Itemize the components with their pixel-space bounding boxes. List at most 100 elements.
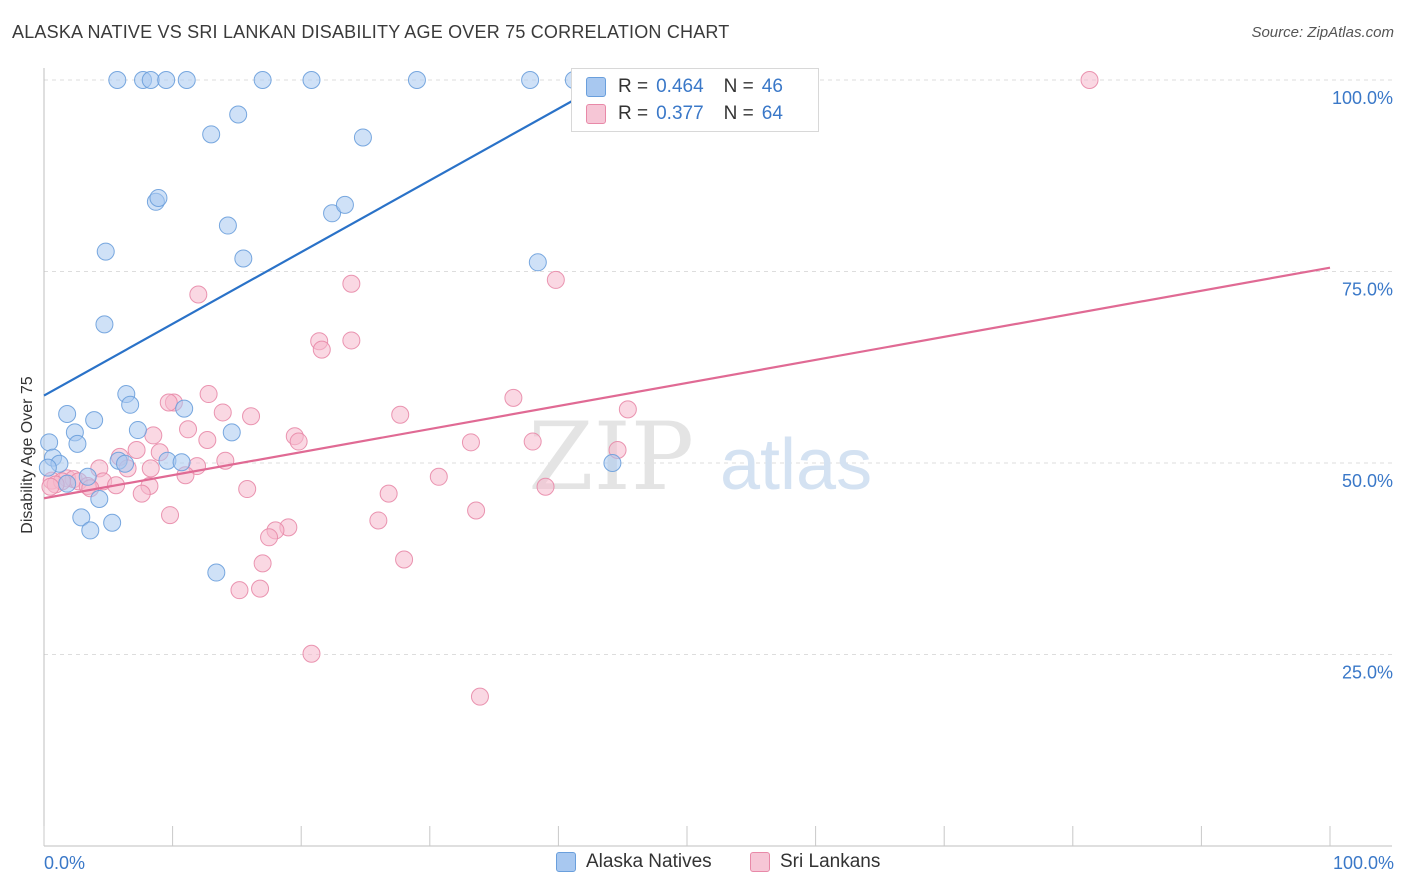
data-point	[128, 421, 147, 440]
data-point	[121, 395, 140, 414]
bottom-legend-swatch-blue	[556, 852, 576, 872]
data-point	[189, 285, 208, 304]
legend-r-label: R =	[618, 103, 649, 124]
legend-r-value: 0.464	[656, 76, 704, 97]
y-tick-labels: 25.0% 50.0% 75.0% 100.0%	[1332, 88, 1393, 683]
data-point	[521, 71, 540, 89]
legend-n-value: 46	[761, 76, 783, 97]
data-point	[161, 506, 180, 525]
legend-swatch-blue	[586, 77, 606, 97]
x-tick-marks	[43, 826, 1331, 846]
data-point	[222, 423, 241, 442]
data-point	[289, 432, 308, 451]
data-point	[157, 71, 176, 89]
sri-lankans-points	[41, 71, 1099, 706]
bottom-legend-swatch-pink	[750, 852, 770, 872]
y-tick-label-100: 100.0%	[1332, 88, 1393, 108]
data-point	[467, 501, 486, 520]
data-point	[179, 420, 198, 439]
data-point	[238, 480, 257, 499]
data-point	[603, 454, 622, 472]
x-tick-label-max: 100.0%	[1332, 853, 1394, 873]
data-point	[72, 508, 91, 527]
y-tick-label-25: 25.0%	[1342, 663, 1393, 683]
legend-n-label: N =	[723, 76, 754, 97]
data-point	[177, 71, 196, 89]
data-point	[302, 71, 321, 89]
data-point	[127, 440, 146, 459]
data-point	[58, 404, 77, 423]
data-point	[253, 554, 272, 573]
data-point	[429, 467, 448, 486]
data-point	[369, 511, 388, 530]
data-point	[335, 195, 354, 214]
legend-r-value: 0.377	[656, 103, 704, 124]
data-point	[391, 405, 410, 424]
bottom-legend-sri-lankans: Sri Lankans	[750, 851, 880, 873]
data-point	[96, 242, 115, 261]
data-point	[199, 385, 218, 404]
data-point	[81, 521, 100, 540]
data-point	[116, 454, 135, 473]
legend-n-value: 64	[761, 103, 783, 124]
data-point	[213, 403, 232, 422]
data-point	[132, 484, 151, 503]
data-point	[253, 71, 272, 89]
data-point	[207, 563, 226, 582]
y-tick-label-50: 50.0%	[1342, 471, 1393, 491]
data-point	[504, 388, 523, 407]
data-point	[242, 407, 261, 426]
data-point	[95, 315, 114, 334]
axes	[43, 68, 1392, 847]
data-point	[41, 477, 60, 496]
gridlines	[44, 79, 1392, 655]
data-point	[141, 459, 160, 478]
bottom-legend-label: Sri Lankans	[780, 851, 881, 872]
data-point	[395, 550, 414, 569]
data-point	[229, 105, 248, 124]
data-point	[58, 474, 77, 493]
correlation-legend: R = 0.464 N = 46 R = 0.377 N = 64	[571, 68, 819, 132]
data-point	[546, 270, 565, 289]
data-point	[528, 253, 547, 272]
data-point	[218, 216, 237, 235]
data-point	[536, 477, 555, 496]
data-point	[234, 249, 253, 268]
legend-r-label: R =	[618, 76, 649, 97]
data-point	[323, 204, 342, 223]
data-point	[68, 434, 87, 453]
data-point	[198, 431, 217, 450]
data-point	[342, 331, 361, 350]
legend-swatch-pink	[586, 104, 606, 124]
data-point	[618, 400, 637, 419]
bottom-legend-label: Alaska Natives	[586, 851, 712, 872]
data-point	[85, 411, 104, 430]
bottom-legend-alaska-natives: Alaska Natives	[556, 851, 712, 873]
data-point	[523, 432, 542, 451]
x-tick-label-min: 0.0%	[44, 853, 86, 873]
data-point	[141, 71, 160, 89]
data-point	[260, 528, 279, 547]
data-point	[461, 433, 480, 452]
watermark-atlas: atlas	[720, 425, 872, 505]
data-point	[379, 484, 398, 503]
legend-row-sri-lankans: R = 0.377 N = 64	[586, 102, 787, 126]
data-point	[78, 467, 97, 486]
data-point	[470, 687, 489, 706]
trend-line-sri-lankans	[43, 266, 1331, 500]
source-label: Source: ZipAtlas.com	[1251, 24, 1394, 41]
data-point	[108, 71, 127, 89]
data-point	[159, 393, 178, 412]
data-point	[202, 125, 221, 144]
trend-lines	[43, 79, 1331, 500]
data-point	[103, 513, 122, 532]
data-point	[230, 581, 249, 600]
data-point	[312, 340, 331, 359]
data-point	[144, 426, 163, 445]
data-point	[38, 458, 57, 477]
data-point	[175, 399, 194, 418]
legend-n-label: N =	[723, 103, 754, 124]
data-point	[172, 453, 191, 472]
y-axis-label: Disability Age Over 75	[19, 376, 36, 534]
